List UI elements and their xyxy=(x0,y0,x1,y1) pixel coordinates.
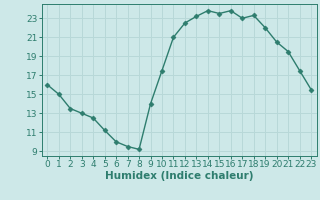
X-axis label: Humidex (Indice chaleur): Humidex (Indice chaleur) xyxy=(105,171,253,181)
